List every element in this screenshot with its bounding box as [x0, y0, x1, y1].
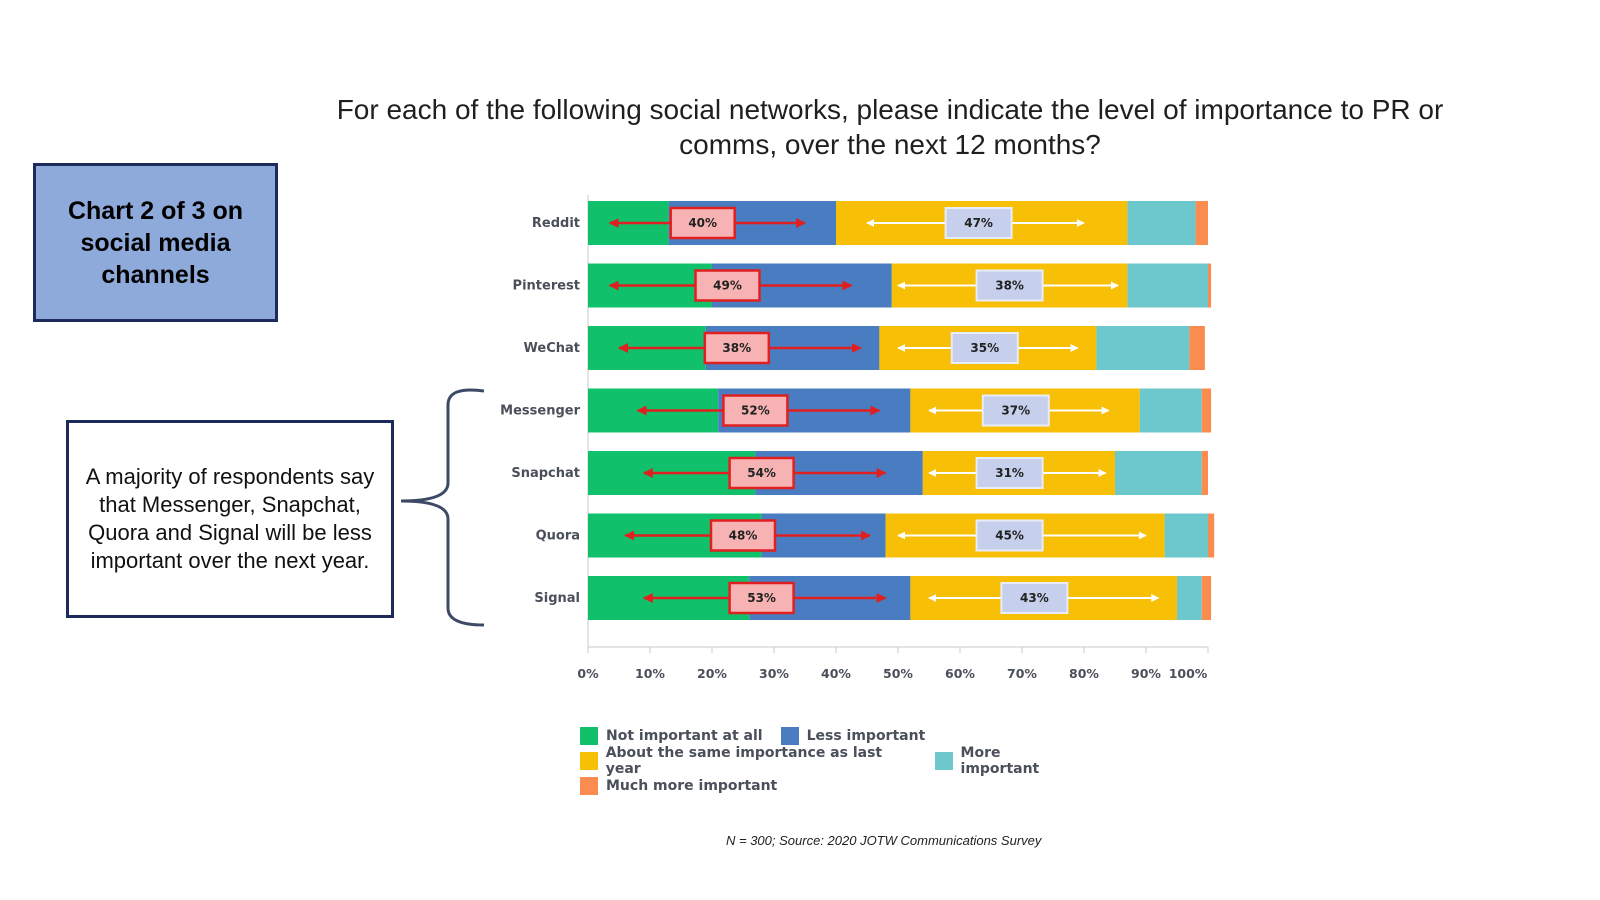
red-callout-label: 48%: [729, 529, 758, 543]
legend-item-more-important: More important: [934, 744, 1082, 777]
legend-swatch: [580, 751, 598, 770]
blue-callout-label: 35%: [970, 341, 999, 355]
blue-callout-label: 37%: [1001, 404, 1030, 418]
legend-item-less-important: Less important: [780, 726, 926, 745]
stacked-bar-chart: 0% 10% 20% 30% 40% 50% 60% 70% 80% 90% 100% Reddit 4…: [500, 195, 1215, 681]
bar-segment-more: [1139, 388, 1202, 433]
x-tick-label: 100%: [1169, 666, 1208, 681]
blue-callout-box: [981, 394, 1050, 427]
x-tick-label: 70%: [1007, 666, 1037, 681]
bar-segment-more: [1115, 451, 1202, 495]
red-callout-label: 38%: [722, 341, 751, 355]
legend-item-not-important: Not important at all: [580, 726, 763, 745]
blue-callout-label: 47%: [964, 216, 993, 230]
blue-callout-label: 43%: [1020, 591, 1049, 605]
legend-label: Not important at all: [606, 727, 763, 744]
blue-callout-box: [950, 332, 1019, 364]
blue-callout-box: [1000, 582, 1069, 614]
blue-callout-box: [975, 457, 1044, 489]
bar-segment-more: [1127, 263, 1208, 308]
red-callout-box: [694, 269, 761, 302]
red-callout-box: [703, 331, 771, 365]
bar-segment-more: [1164, 513, 1208, 558]
red-callout-box: [709, 519, 777, 552]
legend-label: Much more important: [606, 777, 778, 794]
blue-callout-label: 38%: [995, 279, 1024, 293]
bar-segment-much-more: [1208, 263, 1212, 308]
note-text: A majority of respondents say that Messe…: [85, 464, 375, 573]
bar-segment-more: [1177, 576, 1202, 620]
bar-segment-much-more: [1201, 388, 1212, 433]
category-label: Messenger: [500, 404, 580, 419]
bar-segment-much-more: [1208, 513, 1215, 558]
red-callout-label: 54%: [747, 466, 776, 480]
category-label: Signal: [534, 591, 580, 606]
legend-label: Less important: [806, 727, 926, 744]
red-callout-label: 52%: [741, 404, 770, 418]
legend-item-much-more-important: Much more important: [580, 776, 778, 795]
chart-legend: Not important at all Less important Abou…: [580, 723, 1100, 798]
chart-title: For each of the following social network…: [336, 94, 1444, 160]
legend-item-same: About the same importance as last year: [580, 745, 917, 777]
legend-swatch: [580, 776, 598, 795]
bar-segment-much-more: [1189, 326, 1205, 370]
bar-segment-much-more: [1201, 576, 1212, 620]
x-tick-label: 0%: [577, 666, 599, 681]
x-tick-label: 60%: [945, 666, 975, 681]
legend-swatch: [934, 751, 953, 770]
red-callout-label: 49%: [713, 279, 742, 293]
bar-segment-more: [1096, 326, 1190, 370]
chart-label-text: Chart 2 of 3 on social media channels: [67, 196, 243, 289]
chart-label-box: Chart 2 of 3 on social media channels: [33, 163, 278, 322]
legend-row: Not important at all Less important: [580, 723, 1100, 748]
x-tick-label: 80%: [1069, 666, 1099, 681]
x-tick-label: 30%: [759, 666, 789, 681]
legend-row: Much more important: [580, 773, 1100, 798]
category-label: Reddit: [532, 216, 580, 231]
category-label: WeChat: [524, 341, 580, 356]
bar-segment-much-more: [1201, 451, 1208, 495]
x-tick-label: 20%: [697, 666, 727, 681]
legend-row: About the same importance as last year M…: [580, 745, 1100, 777]
x-tick-label: 10%: [635, 666, 665, 681]
legend-swatch: [780, 726, 799, 745]
blue-callout-box: [975, 519, 1044, 552]
category-label: Pinterest: [513, 279, 580, 294]
red-callout-box: [669, 206, 736, 240]
red-callout-box: [728, 581, 795, 615]
x-tick-label: 90%: [1131, 666, 1161, 681]
bar-segment-more: [1127, 201, 1196, 245]
red-callout-label: 40%: [688, 216, 717, 230]
blue-callout-label: 31%: [995, 466, 1024, 480]
curly-brace: [400, 388, 485, 627]
blue-callout-box: [944, 207, 1013, 239]
bar-segment-much-more: [1195, 201, 1208, 245]
x-tick-label: 50%: [883, 666, 913, 681]
legend-label: About the same importance as last year: [605, 744, 883, 777]
source-note: N = 300; Source: 2020 JOTW Communication…: [726, 833, 1042, 848]
note-box: A majority of respondents say that Messe…: [66, 420, 394, 618]
category-label: Quora: [536, 529, 580, 544]
blue-callout-box: [975, 269, 1044, 302]
category-label: Snapchat: [511, 466, 580, 481]
red-callout-box: [722, 394, 789, 427]
red-callout-label: 53%: [747, 591, 776, 605]
legend-label: More important: [960, 744, 1040, 777]
x-tick-label: 40%: [821, 666, 851, 681]
red-callout-box: [728, 456, 795, 490]
blue-callout-label: 45%: [995, 529, 1024, 543]
legend-swatch: [580, 726, 598, 745]
